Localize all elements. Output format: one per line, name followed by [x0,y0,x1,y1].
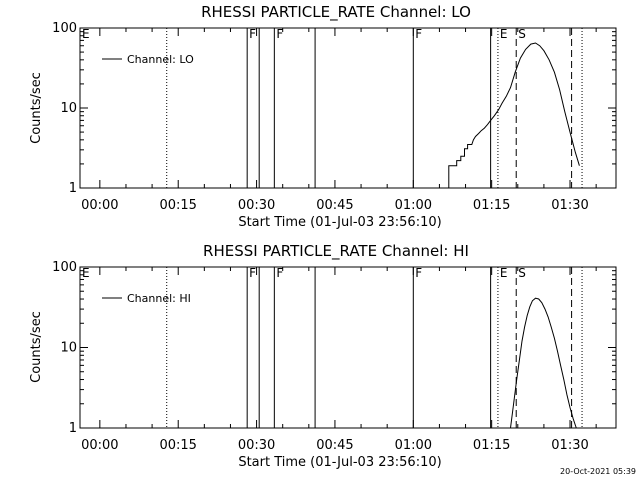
event-marker-label: E [82,27,90,41]
x-axis-label: Start Time (01-Jul-03 23:56:10) [238,455,441,470]
plot-frame [79,27,617,189]
x-tick-label: 01:15 [473,198,510,213]
y-tick-label: 1 [69,421,77,436]
chart-title: RHESSI PARTICLE_RATE Channel: LO [201,3,471,22]
event-marker-label: F [415,27,422,41]
y-tick-label: 100 [52,260,77,275]
y-tick-label: 10 [60,101,77,116]
series-line [448,42,580,188]
x-tick-label: 01:00 [395,438,432,453]
x-tick-label: 00:30 [238,438,275,453]
y-tick-label: 10 [60,341,77,356]
x-tick-label: 01:30 [551,198,588,213]
x-axis-label: Start Time (01-Jul-03 23:56:10) [238,215,441,230]
x-tick-label: 00:45 [316,198,353,213]
x-tick-label: 00:00 [81,198,118,213]
event-marker-label: F [249,27,256,41]
event-marker-label: S [518,27,526,41]
chart-panel-0: RHESSI PARTICLE_RATE Channel: LO 1 10 100 00… [29,3,617,230]
generation-timestamp: 20-Oct-2021 05:39 [560,467,636,476]
x-tick-label: 00:00 [81,438,118,453]
event-marker-label: S [518,266,526,280]
x-tick-label: 00:15 [159,438,196,453]
legend-label: Channel: LO [127,53,194,66]
x-tick-label: 01:15 [473,438,510,453]
x-tick-label: 00:15 [159,198,196,213]
event-marker-label: F [276,266,283,280]
event-marker-label: E [500,266,508,280]
y-axis-label: Counts/sec [29,311,44,383]
event-marker-label: F [415,266,422,280]
event-marker-label: F [276,27,283,41]
y-axis-label: Counts/sec [29,72,44,144]
chart-panel-1: RHESSI PARTICLE_RATE Channel: HI 1 10 100 00… [29,242,617,470]
event-marker-label: E [82,266,90,280]
y-tick-label: 100 [52,21,77,36]
x-tick-label: 00:30 [238,198,275,213]
event-marker-label: F [249,266,256,280]
chart-title: RHESSI PARTICLE_RATE Channel: HI [203,242,469,261]
legend-label: Channel: HI [127,292,191,305]
series-line [510,297,577,429]
x-tick-label: 01:00 [395,198,432,213]
x-tick-label: 01:30 [551,438,588,453]
y-tick-label: 1 [69,181,77,196]
event-marker-label: E [500,27,508,41]
x-tick-label: 00:45 [316,438,353,453]
